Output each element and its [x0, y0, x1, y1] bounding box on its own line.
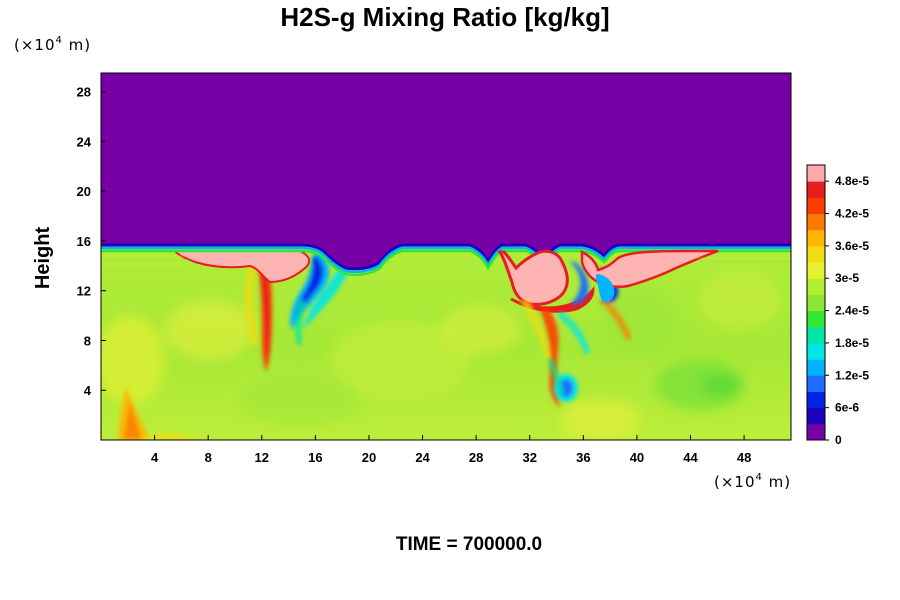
colorbar-label: 2.4e-5 — [835, 304, 869, 318]
plot-frame — [100, 72, 792, 441]
x-tick-label: 8 — [205, 450, 212, 465]
colorbar-swatch — [807, 375, 825, 392]
colorbar-swatch — [807, 326, 825, 344]
x-tick-label: 28 — [469, 450, 483, 465]
colorbar-swatch — [807, 181, 825, 198]
colorbar-swatch — [807, 213, 825, 231]
y-axis-ticks: 4 8 12 16 20 24 28 — [77, 85, 106, 398]
y-tick-label: 20 — [77, 184, 91, 199]
y-tick-label: 4 — [84, 383, 92, 398]
colorbar-label: 4.2e-5 — [835, 207, 869, 221]
colorbar-swatch — [807, 262, 825, 279]
x-tick-label: 48 — [737, 450, 751, 465]
colorbar-label: 3.6e-5 — [835, 239, 869, 253]
low-eddy — [548, 358, 578, 402]
colorbar: 0 6e-6 1.2e-5 1.8e-5 2.4e-5 3e-5 3.6e-5 4.2e-5 4… — [806, 164, 869, 447]
colorbar-swatch — [807, 359, 825, 376]
x-axis-unit: (×104 m) — [714, 472, 791, 491]
y-tick-label: 28 — [77, 85, 91, 100]
colorbar-label: 0 — [835, 433, 842, 447]
high-patch-left — [172, 250, 311, 284]
colorbar-swatch — [807, 245, 825, 263]
colorbar-swatch — [807, 423, 825, 441]
colorbar-swatch — [807, 310, 825, 328]
y-tick-label: 8 — [84, 333, 91, 348]
chart-title: H2S-g Mixing Ratio [kg/kg] — [280, 2, 609, 32]
colorbar-swatch — [807, 342, 825, 360]
interface-streaks — [101, 255, 791, 265]
colorbar-swatch — [807, 294, 825, 312]
x-tick-label: 4 — [151, 450, 159, 465]
x-tick-label: 44 — [683, 450, 698, 465]
low-tongue-left — [290, 252, 352, 345]
y-axis-unit: (×104 m) — [14, 35, 91, 54]
lower-layer-variations — [101, 270, 780, 440]
colorbar-label: 4.8e-5 — [835, 174, 869, 188]
time-label: TIME = 700000.0 — [396, 534, 542, 555]
colorbar-label: 6e-6 — [835, 401, 859, 415]
upper-layer — [101, 73, 791, 276]
colorbar-swatch — [807, 229, 825, 247]
y-tick-label: 12 — [77, 284, 91, 299]
heatmap-field — [101, 73, 791, 440]
colorbar-label: 3e-5 — [835, 271, 859, 285]
y-tick-label: 24 — [77, 134, 92, 149]
colorbar-swatch — [807, 391, 825, 409]
x-tick-label: 24 — [415, 450, 430, 465]
x-tick-label: 40 — [630, 450, 644, 465]
x-tick-label: 16 — [308, 450, 322, 465]
colorbar-swatch — [807, 278, 825, 295]
colorbar-label: 1.8e-5 — [835, 336, 869, 350]
y-axis-label: Height — [32, 227, 54, 290]
x-axis-ticks: 4 8 12 16 20 24 28 32 36 40 44 48 — [151, 435, 751, 465]
x-tick-label: 36 — [576, 450, 590, 465]
high-patch-right — [580, 249, 719, 302]
x-tick-label: 20 — [362, 450, 376, 465]
colorbar-swatch — [807, 197, 825, 215]
x-tick-label: 12 — [255, 450, 269, 465]
colorbar-swatch — [807, 165, 825, 182]
colorbar-label: 1.2e-5 — [835, 368, 869, 382]
left-filament — [244, 255, 272, 372]
colorbar-swatch — [807, 407, 825, 425]
y-tick-label: 16 — [77, 234, 91, 249]
colorbar-frame — [806, 164, 826, 441]
x-tick-label: 32 — [523, 450, 537, 465]
